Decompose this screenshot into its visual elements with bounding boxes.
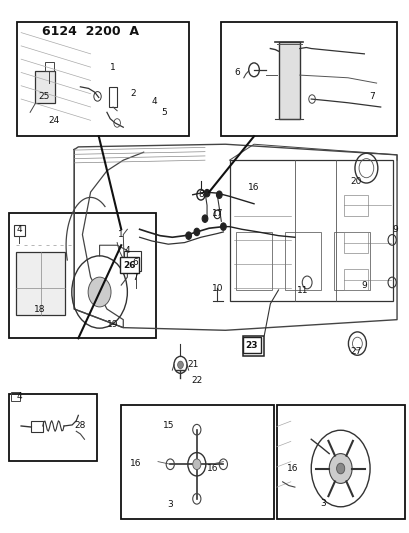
Text: 6124  2200  A: 6124 2200 A: [41, 25, 138, 38]
Text: 11: 11: [297, 286, 308, 295]
Text: 16: 16: [286, 464, 298, 473]
Text: 4: 4: [124, 246, 130, 255]
Text: 28: 28: [74, 422, 86, 431]
Bar: [242, 337, 261, 353]
Text: 4: 4: [16, 225, 22, 234]
Bar: [221, 22, 396, 136]
Text: 15: 15: [162, 422, 173, 431]
Circle shape: [88, 277, 111, 307]
Bar: [45, 62, 54, 71]
Circle shape: [193, 228, 199, 236]
Circle shape: [216, 191, 222, 198]
Text: 24: 24: [48, 116, 59, 125]
Circle shape: [202, 215, 207, 222]
Text: 7: 7: [133, 273, 138, 281]
Text: 27: 27: [350, 347, 361, 356]
Text: 9: 9: [361, 280, 366, 289]
Text: 21: 21: [187, 360, 198, 369]
Text: 20: 20: [350, 177, 361, 186]
Bar: [11, 392, 20, 401]
Text: 1: 1: [118, 230, 124, 239]
Circle shape: [204, 189, 209, 197]
Bar: [9, 394, 97, 461]
Bar: [229, 160, 392, 301]
Bar: [35, 71, 55, 103]
Text: 22: 22: [191, 376, 202, 385]
Text: 1: 1: [110, 63, 116, 71]
Text: 26: 26: [123, 261, 135, 270]
Text: 25: 25: [38, 92, 49, 101]
Text: 10: 10: [211, 284, 222, 293]
Circle shape: [185, 232, 191, 239]
Text: 4: 4: [151, 97, 156, 106]
Text: 3: 3: [167, 499, 173, 508]
Bar: [343, 195, 368, 216]
Text: 16: 16: [248, 183, 259, 192]
Bar: [284, 232, 321, 290]
Bar: [120, 257, 138, 273]
Bar: [14, 225, 25, 236]
Bar: [333, 232, 370, 290]
Bar: [276, 405, 404, 519]
Bar: [109, 87, 117, 107]
Text: 17: 17: [211, 209, 222, 218]
Circle shape: [177, 361, 183, 368]
Text: 7: 7: [369, 92, 375, 101]
Circle shape: [328, 454, 351, 483]
Bar: [31, 421, 43, 432]
Bar: [278, 42, 299, 119]
Text: 23: 23: [245, 341, 258, 350]
Text: 8: 8: [198, 190, 203, 199]
Bar: [235, 232, 272, 290]
Text: 16: 16: [207, 464, 218, 473]
Bar: [243, 336, 264, 356]
Text: 19: 19: [107, 320, 119, 329]
Bar: [343, 269, 368, 290]
Text: 3: 3: [320, 498, 326, 507]
Text: 6: 6: [133, 258, 138, 266]
Bar: [9, 213, 155, 338]
Bar: [121, 405, 274, 519]
Bar: [343, 232, 368, 253]
Text: 16: 16: [130, 459, 141, 467]
Circle shape: [220, 223, 226, 230]
Bar: [16, 252, 65, 316]
Text: 18: 18: [34, 304, 45, 313]
Circle shape: [336, 463, 344, 474]
Text: 5: 5: [161, 108, 166, 117]
Circle shape: [192, 459, 200, 470]
Bar: [124, 251, 141, 271]
Text: 2: 2: [130, 89, 136, 98]
Bar: [17, 22, 188, 136]
Text: 6: 6: [234, 68, 240, 77]
Text: 9: 9: [391, 225, 397, 234]
Text: 4: 4: [16, 392, 22, 401]
